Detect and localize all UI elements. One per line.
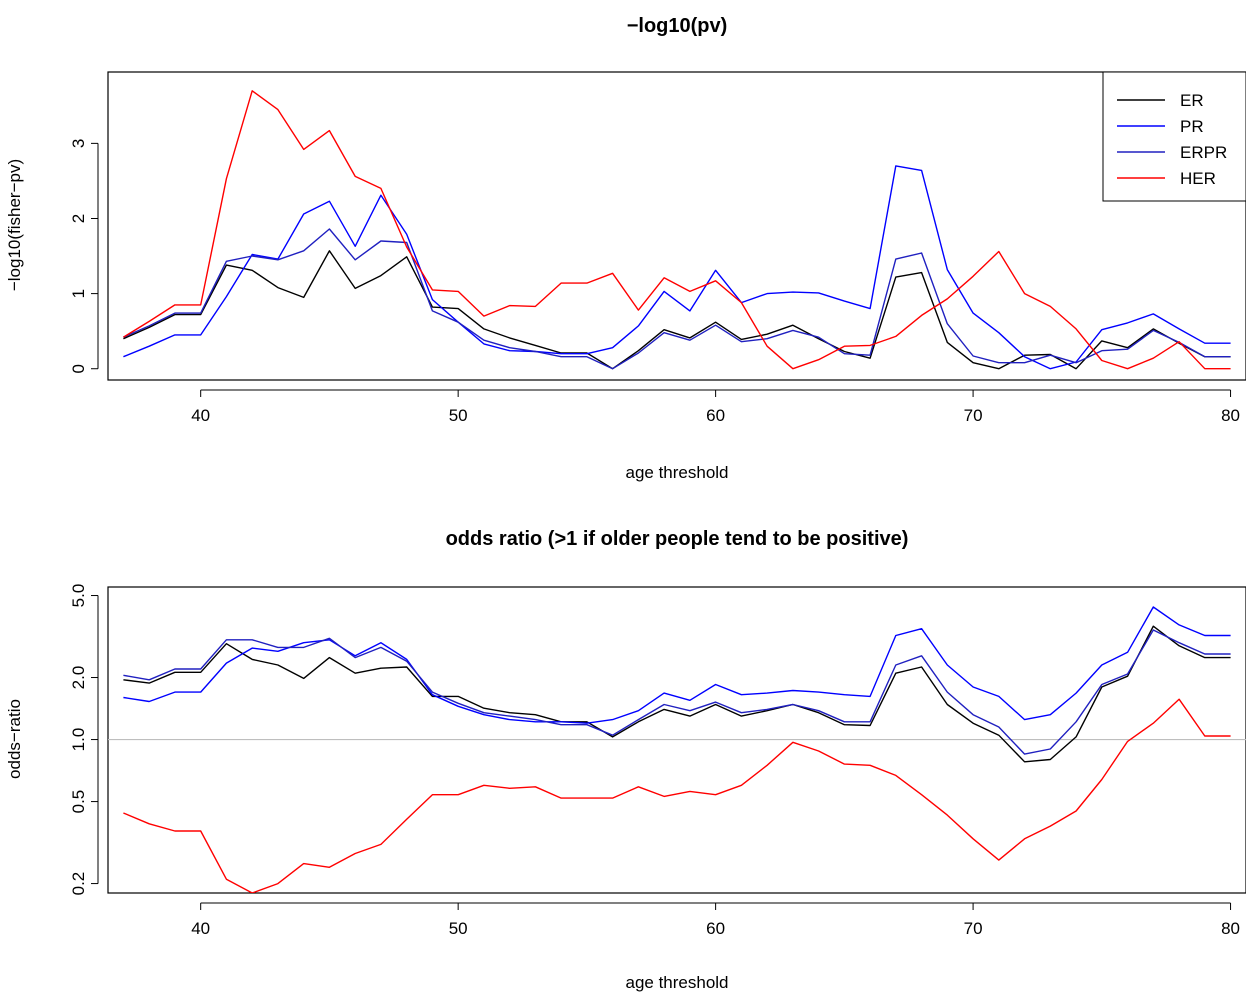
y-tick-label: 2.0 (69, 666, 88, 690)
plot-area: 40 50 60 70 80 0.2 0.5 1.0 2.0 5.0 (69, 584, 1246, 938)
series-group (123, 606, 1231, 893)
x-tick-label: 70 (964, 919, 983, 938)
legend-item: ER (1117, 91, 1204, 110)
y-tick-label: 0 (69, 364, 88, 373)
legend-label: HER (1180, 169, 1216, 188)
series-line-her (123, 90, 1231, 370)
x-axis-label: age threshold (625, 463, 728, 482)
series-line-erpr (123, 228, 1231, 370)
legend-item: ERPR (1117, 143, 1227, 162)
chart-title: −log10(pv) (627, 15, 728, 37)
x-tick-label: 80 (1221, 406, 1240, 425)
y-tick-label: 0.2 (69, 872, 88, 896)
series-line (123, 698, 1231, 893)
x-tick-label: 40 (191, 406, 210, 425)
series-line-er (123, 250, 1231, 370)
x-tick-label: 40 (191, 919, 210, 938)
y-tick-label: 1 (69, 289, 88, 298)
y-tick-label: 1.0 (69, 728, 88, 752)
legend-item: HER (1117, 169, 1216, 188)
x-tick-label: 80 (1221, 919, 1240, 938)
series-group (123, 90, 1231, 370)
x-axis-label: age threshold (625, 973, 728, 992)
series-line (123, 625, 1231, 763)
x-tick-label: 50 (449, 919, 468, 938)
legend-label: ERPR (1180, 143, 1227, 162)
y-tick-label: 5.0 (69, 584, 88, 608)
y-axis-label: −log10(fisher−pv) (5, 159, 24, 291)
plot-frame (107, 71, 1246, 381)
x-tick-label: 60 (706, 406, 725, 425)
y-tick-label: 3 (69, 139, 88, 148)
y-tick-label: 0.5 (69, 790, 88, 814)
series-line (123, 629, 1231, 755)
legend-item: PR (1117, 117, 1204, 136)
x-tick-label: 70 (964, 406, 983, 425)
legend-label: PR (1180, 117, 1204, 136)
legend-box (1102, 71, 1246, 202)
series-line-pr (123, 165, 1231, 370)
panel-odds-ratio: odds ratio (>1 if older people tend to b… (5, 528, 1246, 992)
series-line (123, 606, 1231, 724)
x-tick-label: 60 (706, 919, 725, 938)
legend-label: ER (1180, 91, 1204, 110)
y-axis-label: odds−ratio (5, 699, 24, 779)
x-tick-label: 50 (449, 406, 468, 425)
y-tick-label: 2 (69, 214, 88, 223)
chart-title: odds ratio (>1 if older people tend to b… (446, 528, 909, 550)
